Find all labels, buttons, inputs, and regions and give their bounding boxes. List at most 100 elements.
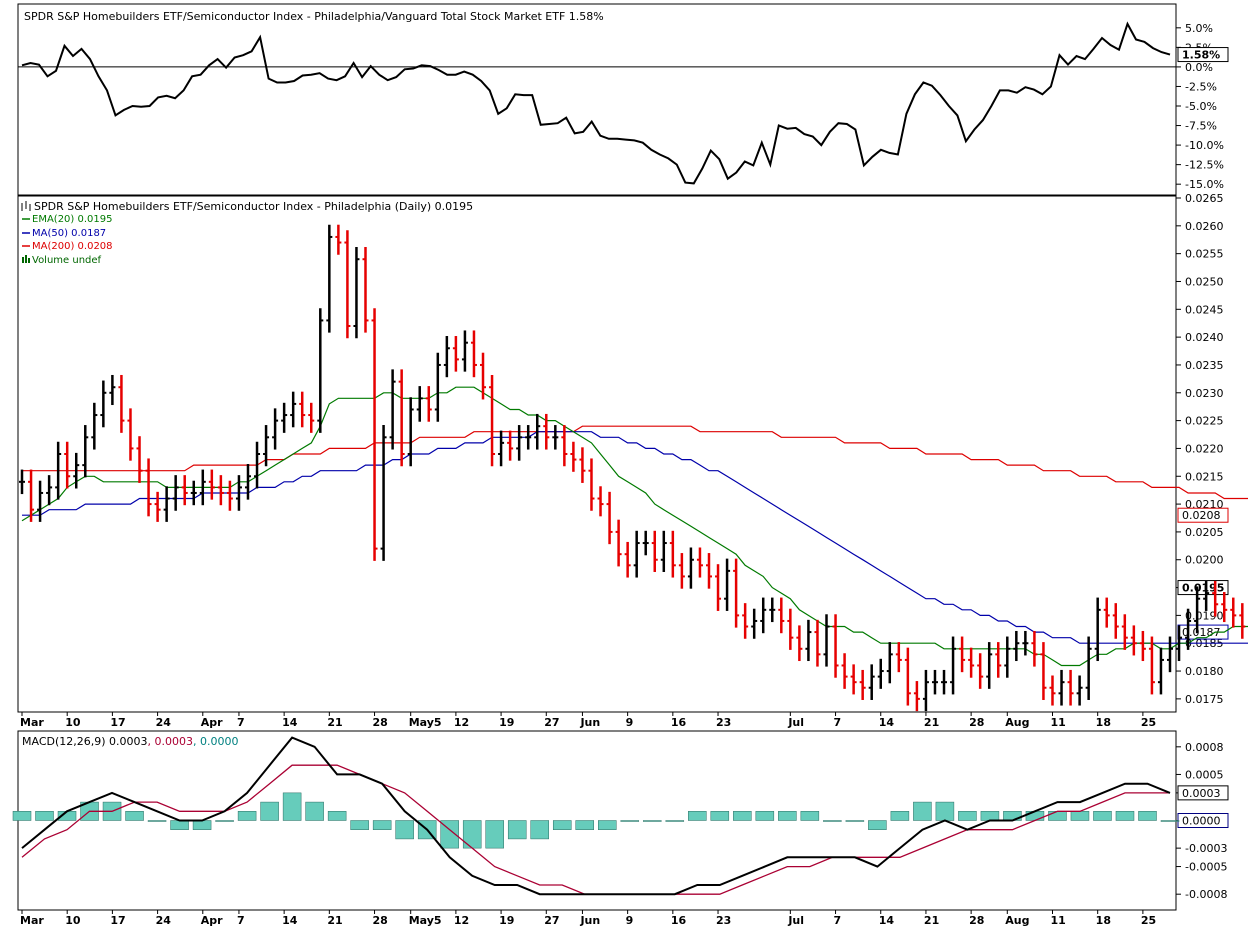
price-plot — [19, 224, 1248, 712]
relative-performance-tick-label: -10.0% — [1185, 139, 1224, 152]
date-tick-label: 10 — [65, 716, 81, 729]
macd-histogram-bar — [980, 811, 1000, 821]
relative-performance-tick-label: -15.0% — [1185, 178, 1224, 191]
date-tick-label: 27 — [544, 716, 559, 729]
date-tick-label: May5 — [409, 914, 442, 927]
price-tick-label: 0.0255 — [1185, 248, 1224, 261]
date-tick-label: Mar — [20, 914, 44, 927]
macd-histogram-bar — [958, 811, 977, 821]
price-tick-label: 0.0225 — [1185, 415, 1224, 428]
legend-ma200: MA(200) 0.0208 — [32, 241, 113, 252]
macd-tick-label: 0.0008 — [1185, 741, 1224, 754]
macd-histogram-bar — [575, 820, 594, 830]
macd-histogram-bar — [778, 811, 797, 821]
macd-title-signal: , 0.0003 — [148, 735, 193, 748]
price-tick-label: 0.0260 — [1185, 220, 1224, 233]
macd-histogram-bar — [12, 811, 32, 821]
macd-title-hist: , 0.0000 — [193, 735, 238, 748]
relative-performance-tick-label: -5.0% — [1185, 100, 1217, 113]
date-tick-label: 23 — [716, 716, 731, 729]
date-tick-label: 27 — [544, 914, 559, 927]
date-tick-label: 24 — [156, 716, 172, 729]
macd-tick-label: -0.0003 — [1185, 842, 1227, 855]
price-panel: SPDR S&P Homebuilders ETF/Semiconductor … — [17, 192, 1248, 713]
price-tick-label: 0.0205 — [1185, 526, 1224, 539]
macd-histogram-bar — [598, 820, 617, 830]
relative-performance-line — [21, 21, 1171, 185]
macd-plot — [12, 736, 1180, 896]
date-tick-label: Jul — [787, 716, 804, 729]
macd-histogram-bar — [440, 820, 459, 849]
price-tick-label: 0.0180 — [1185, 665, 1224, 678]
macd-label-0-box — [1177, 785, 1229, 801]
macd-histogram-bar — [1025, 811, 1045, 821]
date-tick-label: 11 — [1050, 716, 1065, 729]
price-label-2: 0.0187 — [1182, 626, 1221, 639]
macd-histogram-bar — [147, 820, 167, 822]
macd-tick-label: 0.0005 — [1185, 768, 1224, 781]
macd-title: MACD(12,26,9) 0.0003, 0.0003, 0.0000 — [22, 735, 239, 748]
date-tick-label: 19 — [499, 716, 514, 729]
legend-ema: EMA(20) 0.0195 — [32, 214, 112, 225]
macd-histogram-bar — [485, 820, 504, 849]
date-tick-label: 7 — [237, 716, 245, 729]
date-tick-label: 21 — [924, 914, 939, 927]
price-chart-icon — [21, 201, 31, 211]
macd-histogram-bar — [530, 820, 549, 840]
ma200-line — [22, 425, 1248, 500]
date-tick-label: 9 — [626, 914, 634, 927]
macd-histogram-bar — [800, 811, 820, 821]
date-tick-label: 9 — [626, 716, 634, 729]
macd-histogram-bar — [890, 811, 910, 821]
macd-histogram-bar — [462, 820, 482, 849]
macd-label-0: 0.0003 — [1182, 787, 1221, 800]
macd-histogram-bar — [688, 811, 707, 821]
relative-performance-last-label-box — [1177, 47, 1229, 63]
price-tick-label: 0.0230 — [1185, 387, 1224, 400]
date-tick-label: 28 — [373, 914, 388, 927]
macd-histogram-bar — [620, 820, 640, 822]
price-label-0: 0.0208 — [1182, 509, 1221, 522]
macd-histogram-bar — [237, 811, 257, 821]
macd-tick-label: -0.0005 — [1185, 861, 1227, 874]
macd-histogram-bar — [733, 811, 752, 821]
date-tick-label: 16 — [671, 914, 687, 927]
date-tick-label: 17 — [110, 914, 125, 927]
relative-performance-tick-label: 0.0% — [1185, 61, 1213, 74]
macd-histogram-bar — [170, 820, 189, 830]
date-tick-label: 10 — [65, 914, 81, 927]
date-tick-label: 12 — [454, 914, 469, 927]
macd-panel: MACD(12,26,9) 0.0003, 0.0003, 0.0000 0.0… — [12, 730, 1229, 911]
macd-histogram-bar — [327, 811, 347, 821]
relative-performance-tick-label: 5.0% — [1185, 22, 1213, 35]
macd-histogram-bar — [755, 811, 775, 821]
date-tick-label: 28 — [969, 716, 984, 729]
macd-histogram-bar — [913, 801, 932, 821]
date-tick-label: 28 — [373, 716, 388, 729]
date-tick-label: 19 — [499, 914, 514, 927]
date-tick-label: 21 — [327, 914, 342, 927]
date-tick-label: 25 — [1141, 716, 1156, 729]
macd-histogram-bar — [1093, 811, 1112, 821]
date-tick-label: Apr — [201, 716, 223, 729]
macd-histogram-bar — [350, 820, 369, 830]
date-tick-label: 12 — [454, 716, 469, 729]
date-axis-lower: Mar 10 17 24 Apr 7 14 21 28 May5 12 19 27 Jun 9 16 23 Jul… — [18, 909, 1176, 927]
date-tick-label: 21 — [327, 716, 342, 729]
price-label-1: 0.0195 — [1182, 582, 1224, 595]
macd-label-1: 0.0000 — [1182, 815, 1221, 828]
price-tick-label: 0.0235 — [1185, 359, 1224, 372]
price-tick-label: 0.0245 — [1185, 303, 1224, 316]
indicator-legend: EMA(20) 0.0195 MA(50) 0.0187 MA(200) 0.0… — [22, 214, 113, 266]
date-tick-label: 18 — [1096, 716, 1111, 729]
date-tick-label: 18 — [1096, 914, 1111, 927]
price-panel-title: SPDR S&P Homebuilders ETF/Semiconductor … — [34, 200, 473, 213]
macd-histogram-bar — [282, 792, 302, 821]
date-tick-label: 24 — [156, 914, 172, 927]
macd-histogram-bar — [935, 801, 955, 821]
macd-histogram-bar — [823, 820, 842, 822]
macd-histogram-bar — [395, 820, 414, 840]
ema20-line — [21, 386, 1248, 667]
